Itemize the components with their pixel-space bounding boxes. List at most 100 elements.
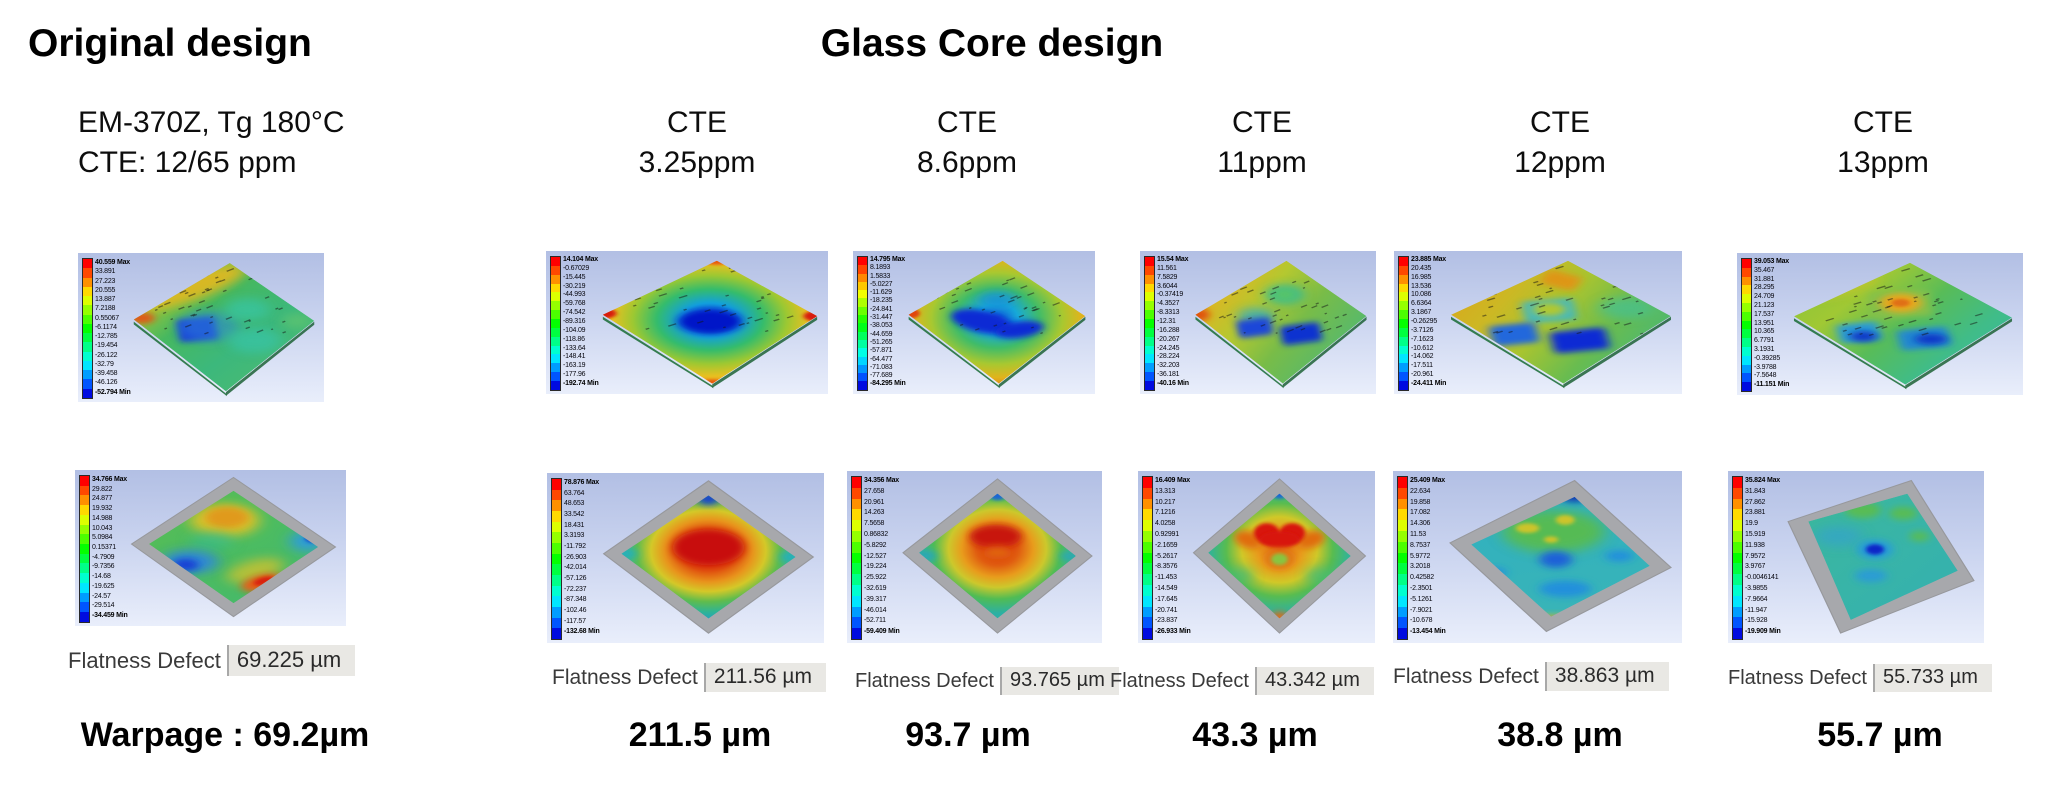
legend-entry: -16.288	[1157, 326, 1180, 334]
color-scale-labels: 23.885 Max 20.435 16.985 13.536 10.086 6.6364…	[1411, 256, 1446, 391]
color-scale-legend: 40.559 Max 33.891 27.223 20.555 13.887 7.2188…	[82, 258, 131, 399]
flatness-defect-label: Flatness Defect	[68, 647, 221, 673]
flatness-separator	[999, 667, 1002, 695]
legend-entry: -24.841	[870, 305, 893, 313]
legend-entry: -11.629	[870, 289, 892, 297]
legend-entry: 7.1216	[1155, 509, 1176, 517]
flatness-defect-label: Flatness Defect	[1110, 669, 1249, 692]
warpage-3d-contour	[1793, 262, 2013, 390]
color-scale-legend: 16.409 Max 13.313 10.217 7.1216 4.0258 0.9299…	[1142, 476, 1191, 640]
legend-entry: -5.1261	[1410, 595, 1433, 603]
legend-entry: -133.64	[563, 344, 586, 352]
legend-entry: -13.454 Min	[1410, 628, 1446, 636]
legend-entry: -44.659	[870, 330, 893, 338]
legend-entry: 34.766 Max	[92, 476, 127, 483]
legend-entry: -148.41	[563, 353, 586, 361]
flatness-defect-label: Flatness Defect	[1728, 666, 1867, 689]
legend-entry: -4.3527	[1157, 300, 1180, 308]
color-scale-labels: 35.824 Max 31.843 27.862 23.881 19.9 15.919 11…	[1745, 476, 1781, 640]
legend-entry: -34.459 Min	[92, 612, 128, 620]
column-subtitle-line2: 13ppm	[1837, 146, 1929, 179]
legend-entry: 7.2188	[95, 305, 116, 313]
legend-entry: 25.409 Max	[1410, 477, 1445, 484]
legend-entry: -118.86	[563, 335, 585, 343]
legend-entry: 0.15371	[92, 544, 116, 552]
legend-entry: 19.858	[1410, 498, 1431, 506]
legend-entry: 0.42582	[1410, 574, 1434, 582]
column-subtitle-line1: CTE	[1853, 106, 1913, 139]
legend-entry: -19.224	[864, 563, 887, 571]
color-scale-bar	[857, 256, 868, 391]
legend-entry: -10.678	[1410, 617, 1433, 625]
legend-entry: 11.561	[1157, 264, 1177, 272]
legend-entry: 34.356 Max	[864, 477, 899, 484]
legend-entry: 22.634	[1410, 487, 1431, 495]
color-scale-legend: 34.766 Max 29.822 24.877 19.932 14.988 10.043…	[79, 475, 128, 623]
legend-entry: -11.453	[1155, 574, 1177, 582]
legend-entry: -31.447	[870, 314, 893, 322]
color-scale-labels: 39.053 Max 35.467 31.881 28.295 24.709 21.123…	[1754, 258, 1789, 392]
legend-entry: -3.9788	[1754, 363, 1777, 371]
legend-entry: -12.527	[864, 552, 887, 560]
legend-entry: -12.31	[1157, 318, 1176, 326]
legend-entry: 16.985	[1411, 273, 1432, 281]
legend-entry: -32.619	[864, 584, 887, 592]
legend-entry: 10.217	[1155, 498, 1176, 506]
legend-entry: -19.454	[95, 342, 118, 350]
flatness-defect-readout: Flatness Defect 55.733 µm	[1728, 664, 1992, 692]
color-scale-labels: 34.766 Max 29.822 24.877 19.932 14.988 10.043…	[92, 475, 128, 623]
color-scale-bar	[1741, 258, 1752, 392]
legend-entry: -5.8292	[864, 541, 887, 549]
legend-entry: 33.542	[564, 510, 585, 518]
color-scale-labels: 15.54 Max 11.561 7.5829 3.6044 -0.37419 -4.35…	[1157, 256, 1189, 391]
color-scale-legend: 78.876 Max 63.764 48.653 33.542 18.431 3.3193…	[551, 478, 600, 640]
legend-entry: -89.316	[563, 318, 586, 326]
legend-entry: 14.306	[1410, 520, 1431, 528]
legend-entry: 6.7791	[1754, 337, 1775, 345]
legend-entry: 7.9572	[1745, 552, 1766, 560]
legend-entry: 17.082	[1410, 509, 1431, 517]
legend-entry: -17.511	[1411, 362, 1433, 370]
legend-entry: -7.9021	[1410, 606, 1433, 614]
legend-entry: -77.689	[870, 372, 893, 380]
legend-entry: 5.9772	[1410, 552, 1431, 560]
color-scale-labels: 25.409 Max 22.634 19.858 17.082 14.306 11.53 8…	[1410, 476, 1446, 640]
legend-entry: -14.68	[92, 573, 111, 581]
flatness-defect-readout: Flatness Defect 38.863 µm	[1393, 662, 1669, 691]
legend-entry: 0.55067	[95, 314, 119, 322]
warpage-3d-contour	[133, 263, 315, 397]
legend-entry: 14.988	[92, 514, 113, 522]
color-scale-legend: 39.053 Max 35.467 31.881 28.295 24.709 21.123…	[1741, 258, 1789, 392]
column-subtitle-line2: CTE: 12/65 ppm	[78, 146, 297, 179]
legend-entry: -6.1174	[95, 323, 117, 331]
legend-entry: -15.928	[1745, 617, 1768, 625]
color-scale-labels: 34.356 Max 27.658 20.961 14.263 7.5658 0.8683…	[864, 476, 900, 640]
legend-entry: 29.822	[92, 485, 113, 493]
warpage-simulation-panel: 40.559 Max 33.891 27.223 20.555 13.887 7.2188…	[78, 253, 324, 402]
legend-entry: 13.887	[95, 296, 116, 304]
legend-entry: -32.203	[1157, 362, 1180, 370]
legend-entry: -4.7909	[92, 553, 115, 561]
legend-entry: -11.151 Min	[1754, 381, 1790, 389]
flatness-simulation-panel: 35.824 Max 31.843 27.862 23.881 19.9 15.919 11…	[1728, 471, 1984, 643]
flatness-contour	[1192, 478, 1367, 634]
warpage-simulation-panel: 15.54 Max 11.561 7.5829 3.6044 -0.37419 -4.35…	[1140, 251, 1376, 394]
legend-entry: 5.0984	[92, 534, 113, 542]
color-scale-legend: 15.54 Max 11.561 7.5829 3.6044 -0.37419 -4.35…	[1144, 256, 1189, 391]
legend-entry: -8.3313	[1157, 309, 1180, 317]
warpage-simulation-panel: 14.104 Max -0.67029 -15.445 -30.219 -44.993-…	[546, 251, 828, 394]
legend-entry: 3.1931	[1754, 345, 1775, 353]
legend-entry: -40.16 Min	[1157, 380, 1189, 388]
legend-entry: -7.1623	[1411, 335, 1434, 343]
legend-entry: 10.365	[1754, 328, 1775, 336]
legend-entry: 19.9	[1745, 520, 1758, 528]
legend-entry: 4.0258	[1155, 520, 1176, 528]
warpage-simulation-panel: 14.795 Max 8.1893 1.5833 -5.0227 -11.629 -18.…	[853, 251, 1095, 394]
legend-entry: 8.1893	[870, 264, 891, 272]
legend-entry: -18.235	[870, 297, 893, 305]
legend-entry: 23.881	[1745, 509, 1766, 517]
flatness-contour	[1787, 479, 1975, 634]
legend-entry: 11.938	[1745, 541, 1765, 549]
legend-entry: -0.26295	[1411, 318, 1438, 326]
flatness-separator	[226, 645, 229, 676]
